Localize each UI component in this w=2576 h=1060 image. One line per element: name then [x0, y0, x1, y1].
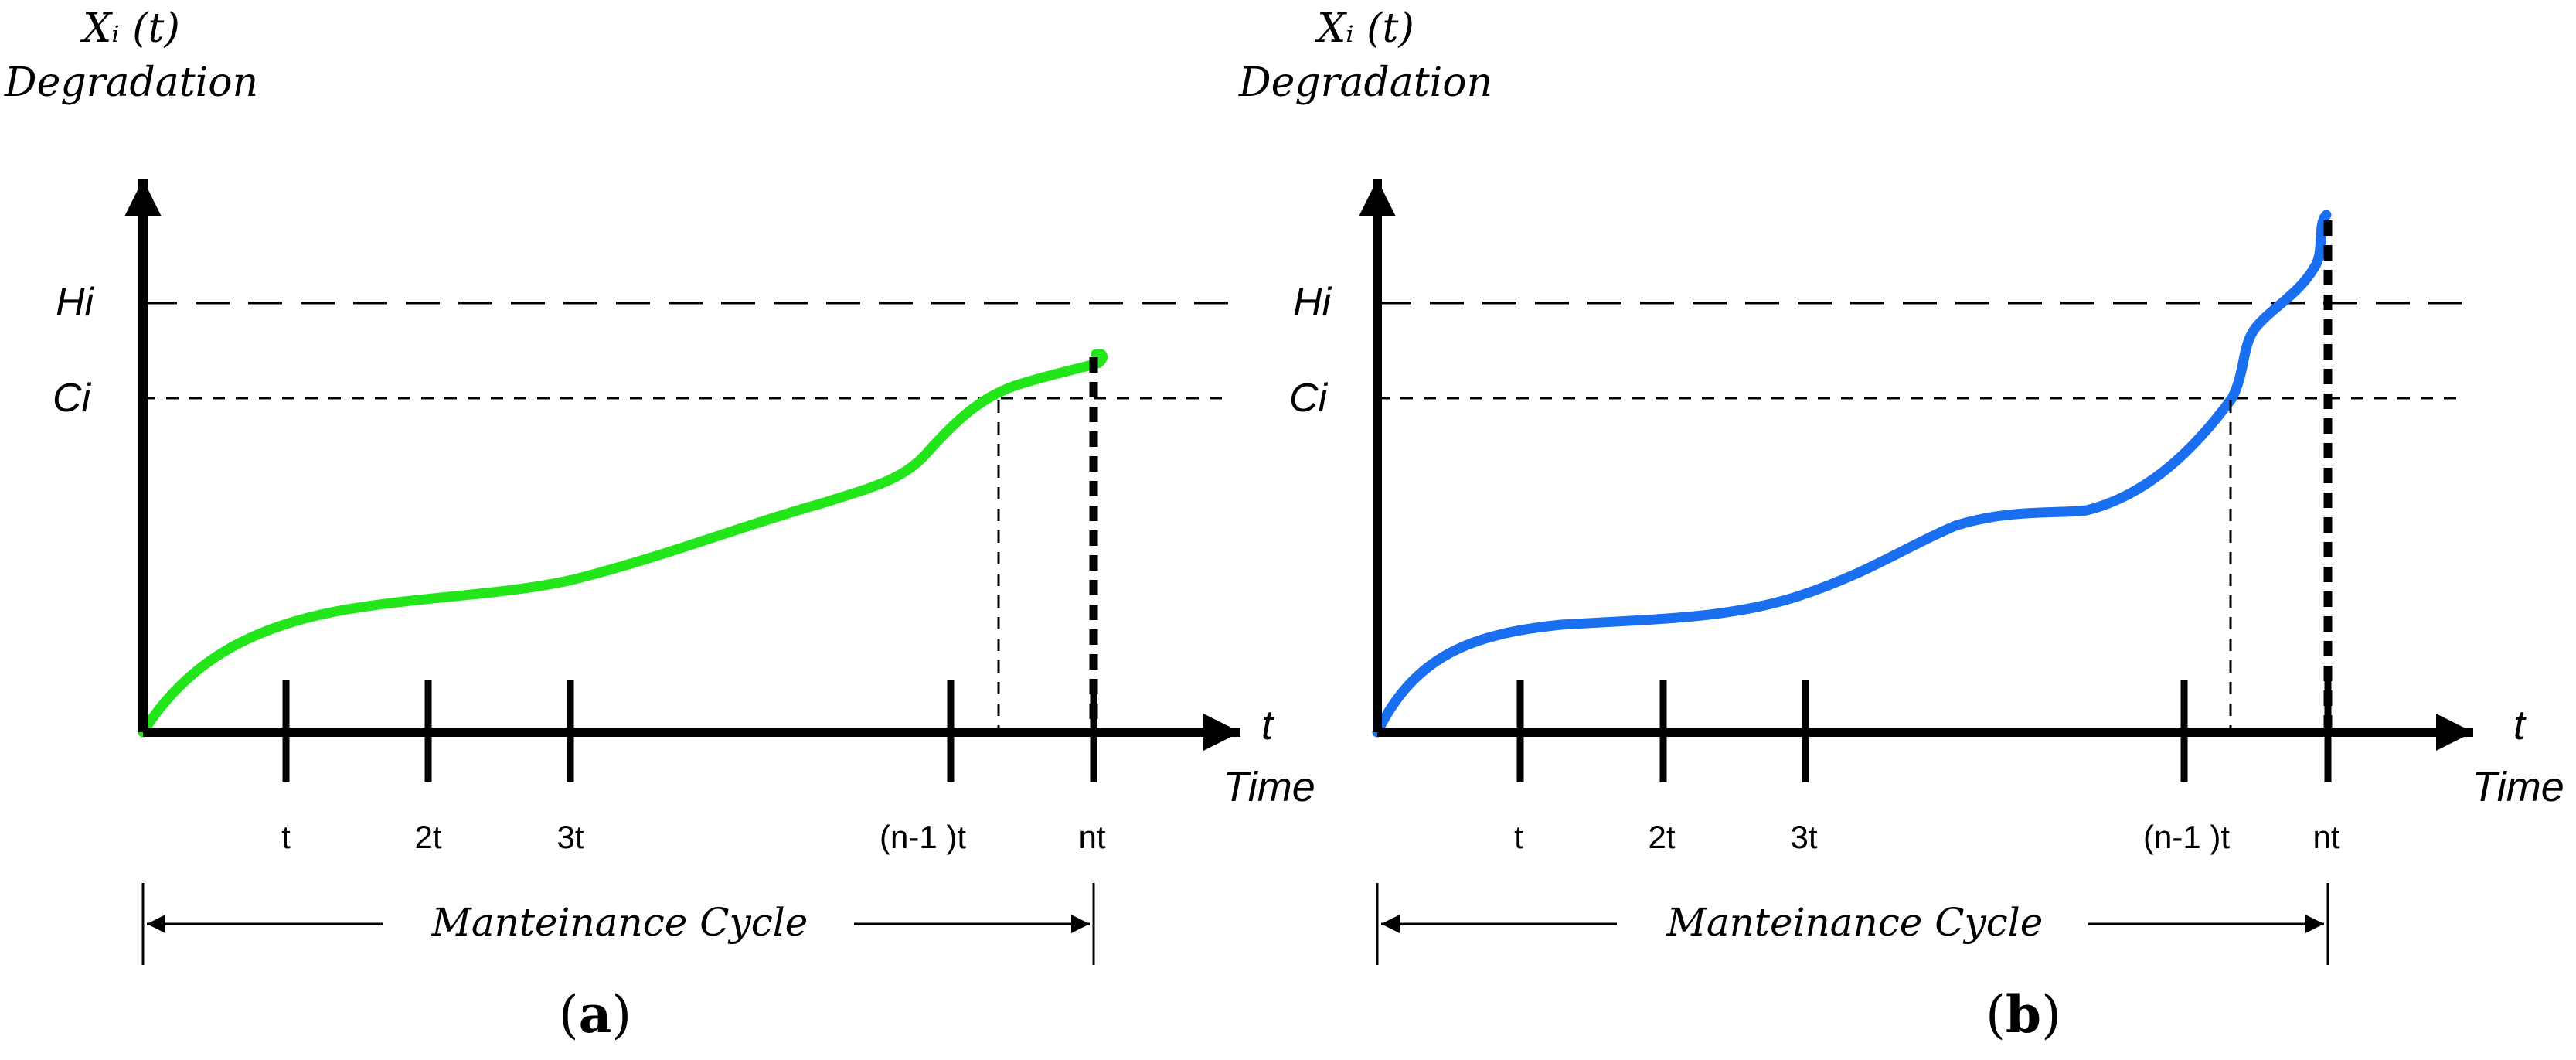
- tick-label: t: [1514, 819, 1523, 855]
- x-axis-title: Time: [2472, 764, 2564, 810]
- x-axis-symbol: t: [2513, 702, 2527, 748]
- tick-label: (n-1 )t: [2143, 819, 2230, 855]
- tick-label: 3t: [1790, 819, 1817, 855]
- tick-label: 3t: [556, 819, 584, 855]
- y-axis-title: Degradation: [4, 60, 258, 106]
- ci-label: Ci: [1289, 376, 1329, 421]
- tick-label: nt: [2312, 819, 2339, 855]
- panel-caption: (b): [1986, 984, 2061, 1045]
- maintenance-cycle-label: Manteinance Cycle: [1666, 900, 2043, 945]
- panel-b: Xᵢ (t) Degradation Hi Ci t Time t 2t 3t …: [1238, 5, 2564, 1045]
- maintenance-cycle-label: Manteinance Cycle: [431, 900, 808, 945]
- hi-label: Hi: [56, 280, 95, 325]
- panel-caption: (a): [559, 984, 631, 1045]
- y-axis-symbol: Xᵢ (t): [80, 5, 179, 52]
- x-axis-title: Time: [1223, 764, 1315, 810]
- tick-label: nt: [1078, 819, 1105, 855]
- tick-label: (n-1 )t: [880, 819, 966, 855]
- y-axis-title: Degradation: [1238, 60, 1492, 106]
- x-axis-symbol: t: [1261, 702, 1274, 748]
- tick-label: 2t: [1648, 819, 1675, 855]
- caption-letter: b: [2006, 984, 2041, 1045]
- ci-label: Ci: [53, 376, 92, 421]
- tick-label: 2t: [414, 819, 441, 855]
- panel-a: Xᵢ (t) Degradation Hi Ci t Time t 2t 3t …: [4, 5, 1315, 1045]
- degradation-curve: [138, 348, 1108, 738]
- caption-close: ): [611, 985, 631, 1045]
- caption-close: ): [2041, 985, 2061, 1045]
- tick-label: t: [281, 819, 291, 855]
- y-axis-symbol: Xᵢ (t): [1314, 5, 1414, 52]
- caption-open: (: [1986, 985, 2006, 1045]
- degradation-curve: [1372, 210, 2332, 738]
- caption-letter: a: [579, 984, 612, 1045]
- hi-label: Hi: [1293, 280, 1332, 325]
- caption-open: (: [559, 985, 579, 1045]
